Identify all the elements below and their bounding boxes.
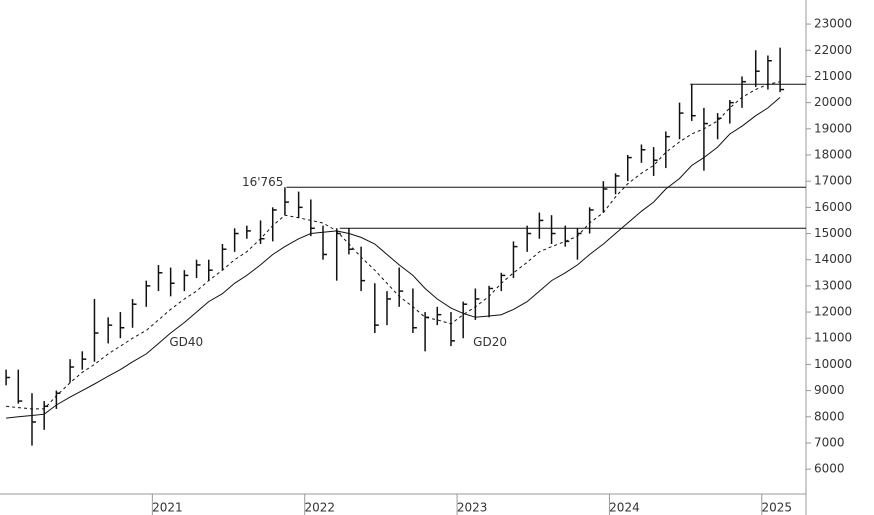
y-tick-label: 9000 [814,383,845,397]
y-tick-label: 17000 [814,174,852,188]
y-tick-label: 23000 [814,17,852,31]
series-label: GD40 [169,335,203,349]
y-tick-label: 15000 [814,226,852,240]
x-tick-label: 2021 [152,501,183,515]
x-tick-label: 2024 [609,501,640,515]
y-tick-label: 22000 [814,43,852,57]
moving-average [6,97,781,419]
y-tick-label: 12000 [814,305,852,319]
y-tick-label: 8000 [814,409,845,423]
y-tick-label: 20000 [814,95,852,109]
moving-average [6,81,781,410]
y-tick-label: 7000 [814,435,845,449]
y-tick-label: 10000 [814,357,852,371]
level-label: 16'765 [242,175,283,189]
x-tick-label: 2025 [762,501,793,515]
y-tick-label: 16000 [814,200,852,214]
y-tick-label: 6000 [814,462,845,476]
x-tick-label: 2023 [457,501,488,515]
series-label: GD20 [473,335,507,349]
y-tick-label: 11000 [814,331,852,345]
y-tick-label: 14000 [814,252,852,266]
y-tick-label: 19000 [814,121,852,135]
y-tick-label: 21000 [814,69,852,83]
y-tick-label: 18000 [814,147,852,161]
x-tick-label: 2022 [304,501,335,515]
y-tick-label: 13000 [814,278,852,292]
